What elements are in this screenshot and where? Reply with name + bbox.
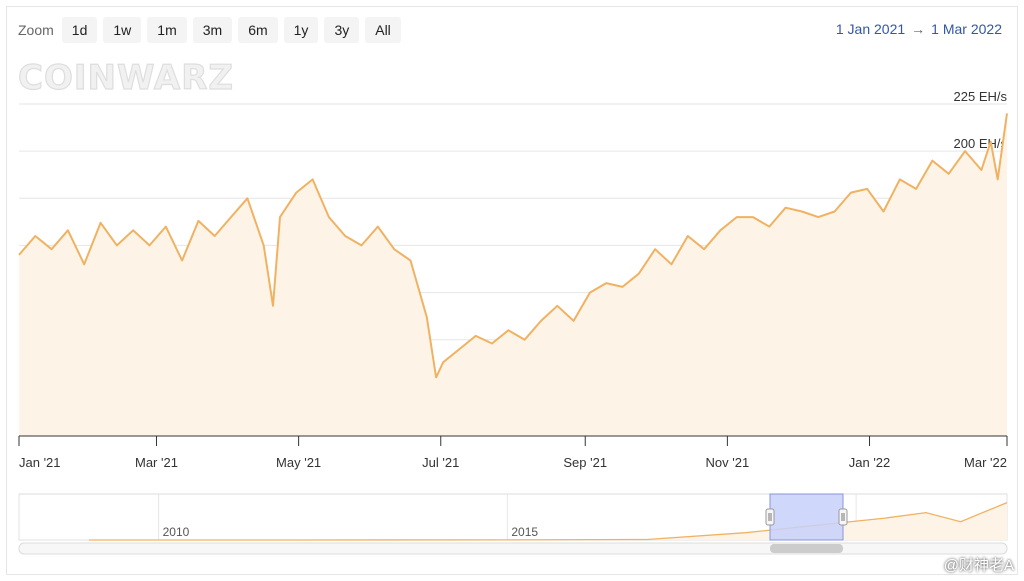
zoom-bar: Zoom 1d 1w 1m 3m 6m 1y 3y All (18, 16, 407, 44)
range-to-date[interactable]: 1 Mar 2022 (931, 21, 1002, 37)
range-from-date[interactable]: 1 Jan 2021 (835, 21, 906, 37)
y-tick-label: 225 EH/s (954, 89, 1008, 104)
zoom-button-all[interactable]: All (365, 17, 401, 43)
navigator-year-label: 2010 (163, 525, 190, 539)
x-tick-label: Mar '21 (135, 455, 178, 470)
coinwarz-watermark: COINWARZ (17, 57, 235, 98)
x-tick-label: May '21 (276, 455, 321, 470)
x-tick-label: Jan '22 (849, 455, 891, 470)
zoom-button-3y[interactable]: 3y (324, 17, 360, 43)
navigator-selection[interactable] (769, 493, 844, 541)
x-tick-label: Jan '21 (19, 455, 61, 470)
navigator-left-handle[interactable] (765, 508, 775, 526)
x-tick-label: Nov '21 (706, 455, 750, 470)
zoom-button-1d[interactable]: 1d (61, 17, 98, 43)
navigator-right-handle[interactable] (838, 508, 848, 526)
hashrate-area (19, 113, 1007, 437)
zoom-button-1w[interactable]: 1w (103, 17, 142, 43)
zoom-button-1m[interactable]: 1m (147, 17, 187, 43)
hashrate-line (18, 113, 1008, 379)
watermark-logo-icon (924, 556, 941, 572)
navigator-scrollbar-track[interactable] (18, 542, 1008, 555)
corner-watermark: @财神老A (924, 554, 1014, 575)
date-range-display: 1 Jan 2021 → 1 Mar 2022 (836, 21, 1002, 37)
y-tick-label: 200 EH/s (954, 136, 1008, 151)
range-arrow: → (911, 21, 926, 37)
x-tick-label: Jul '21 (422, 455, 459, 470)
x-tick-label: Sep '21 (563, 455, 607, 470)
navigator-year-label: 2015 (511, 525, 538, 539)
zoom-label: Zoom (18, 22, 54, 38)
navigator-scrollbar-thumb[interactable] (770, 544, 843, 553)
zoom-button-3m[interactable]: 3m (192, 17, 233, 43)
x-tick-label: Mar '22 (964, 455, 1007, 470)
zoom-button-1y[interactable]: 1y (283, 17, 319, 43)
zoom-button-6m[interactable]: 6m (238, 17, 278, 43)
corner-watermark-text: @财神老A (943, 557, 1014, 574)
